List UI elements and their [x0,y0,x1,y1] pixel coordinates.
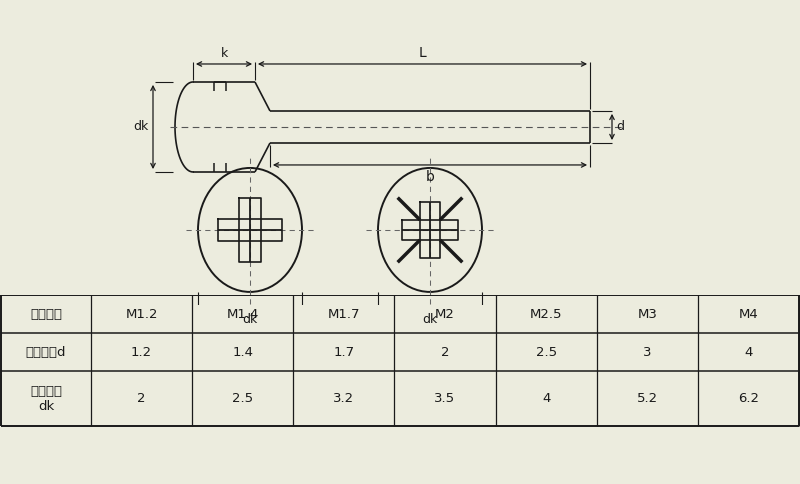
Text: 2: 2 [138,392,146,405]
Text: 1.4: 1.4 [232,346,254,359]
Text: M2: M2 [435,308,455,321]
Text: M3: M3 [638,308,658,321]
Text: 螺纹规格: 螺纹规格 [30,308,62,321]
Text: M2.5: M2.5 [530,308,562,321]
Text: M1.7: M1.7 [328,308,360,321]
Text: b: b [426,170,434,184]
Text: dk: dk [422,313,438,326]
Text: 1.7: 1.7 [334,346,354,359]
Text: 4: 4 [542,392,550,405]
Text: 3.5: 3.5 [434,392,455,405]
Text: 6.2: 6.2 [738,392,759,405]
Text: 3.2: 3.2 [334,392,354,405]
Text: dk: dk [242,313,258,326]
Text: 2: 2 [441,346,450,359]
Text: M4: M4 [738,308,758,321]
Text: L: L [418,46,426,60]
Text: 4: 4 [744,346,753,359]
Text: 3: 3 [643,346,651,359]
Text: 2.5: 2.5 [232,392,254,405]
Text: 1.2: 1.2 [131,346,152,359]
Text: k: k [220,47,228,60]
Text: dk: dk [134,121,149,134]
Text: d: d [616,121,624,134]
Text: 2.5: 2.5 [535,346,557,359]
Text: M1.2: M1.2 [126,308,158,321]
Text: 螺纹直径d: 螺纹直径d [26,346,66,359]
Text: 头部直径
dk: 头部直径 dk [30,385,62,412]
Text: M1.4: M1.4 [226,308,259,321]
Text: 5.2: 5.2 [637,392,658,405]
